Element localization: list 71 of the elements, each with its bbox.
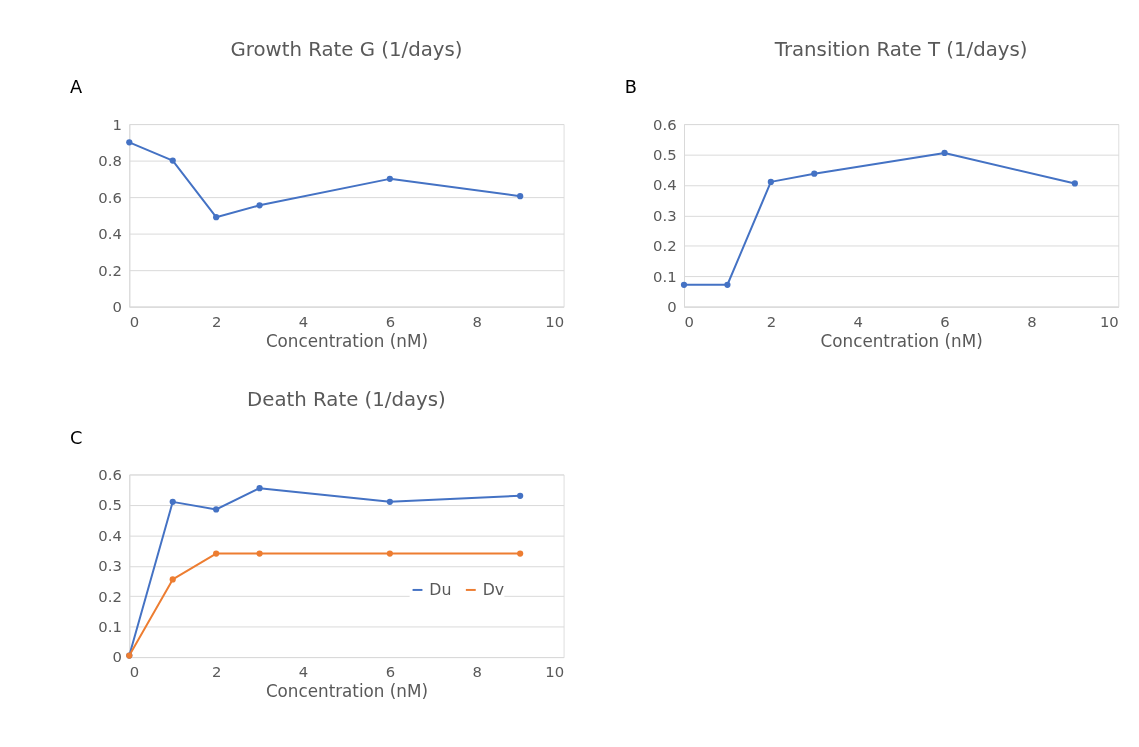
x-tick-label: 0 <box>129 663 140 681</box>
point <box>811 170 818 177</box>
x-tick-label: 8 <box>472 663 482 681</box>
y-tick-label: 0.6 <box>98 188 122 206</box>
point <box>213 550 220 557</box>
legend-label: Dv <box>482 579 505 599</box>
x-tick-label: 6 <box>940 312 950 330</box>
chart-title: Death Rate (1/days) <box>247 388 446 412</box>
x-tick-label: 10 <box>545 663 565 681</box>
x-axis-title: Concentration (nM) <box>265 330 428 351</box>
point <box>386 498 393 505</box>
y-tick-label: 0 <box>112 298 122 316</box>
chart-title: Transition Rate T (1/days) <box>773 37 1028 61</box>
y-tick-label: 0 <box>112 648 122 666</box>
x-tick-label: 6 <box>385 663 396 681</box>
x-tick-label: 2 <box>766 312 777 330</box>
point <box>256 550 263 557</box>
x-tick-label: 2 <box>211 663 222 681</box>
text: C <box>70 427 83 448</box>
y-tick-label: 0.2 <box>98 587 122 605</box>
text: A <box>70 77 83 98</box>
point <box>941 149 948 157</box>
x-tick-label: 10 <box>545 312 565 330</box>
point <box>256 485 263 492</box>
point <box>169 498 176 505</box>
y-tick-label: 0 <box>667 298 677 316</box>
x-axis-title: Concentration (nM) <box>820 330 983 351</box>
x-tick-label: 0 <box>684 312 694 330</box>
y-tick-label: 0.6 <box>98 465 122 483</box>
legend-label: Du <box>429 579 452 599</box>
y-tick-label: 0.5 <box>653 145 677 163</box>
x-tick-label: 0 <box>129 312 140 330</box>
text: B <box>624 77 637 98</box>
y-tick-label: 0.1 <box>98 618 122 636</box>
chart-title: Growth Rate G (1/days) <box>230 37 463 61</box>
y-tick-label: 0.4 <box>653 176 677 194</box>
x-tick-label: 4 <box>298 312 309 330</box>
point <box>517 550 524 557</box>
x-tick-label: 8 <box>1027 312 1037 330</box>
point <box>517 193 524 200</box>
x-tick-label: 6 <box>385 312 396 330</box>
y-tick-label: 0.2 <box>98 261 122 279</box>
y-tick-label: 0.6 <box>653 115 677 133</box>
x-tick-label: 2 <box>211 312 222 330</box>
y-tick-label: 0.8 <box>98 152 122 170</box>
point <box>169 157 176 164</box>
y-tick-label: 1 <box>112 115 122 133</box>
point <box>169 576 176 583</box>
x-tick-label: 10 <box>1099 312 1119 330</box>
x-tick-label: 4 <box>853 312 863 330</box>
y-tick-label: 0.5 <box>98 496 122 514</box>
point <box>1071 180 1078 187</box>
point <box>386 175 393 182</box>
point <box>517 492 524 499</box>
point <box>680 281 688 288</box>
point <box>724 281 731 288</box>
x-tick-label: 8 <box>472 312 482 330</box>
point <box>126 139 133 146</box>
y-tick-label: 0.2 <box>653 237 677 255</box>
y-tick-label: 0.4 <box>98 225 122 243</box>
point <box>213 214 220 221</box>
point <box>256 202 263 209</box>
x-tick-label: 4 <box>298 663 309 681</box>
y-tick-label: 0.1 <box>653 267 677 285</box>
y-tick-label: 0.3 <box>98 557 122 575</box>
point <box>213 506 220 513</box>
point <box>386 550 393 557</box>
y-tick-label: 0.4 <box>98 526 122 544</box>
x-axis-title: Concentration (nM) <box>265 681 428 702</box>
y-tick-label: 0.3 <box>653 206 677 224</box>
point <box>767 178 774 186</box>
